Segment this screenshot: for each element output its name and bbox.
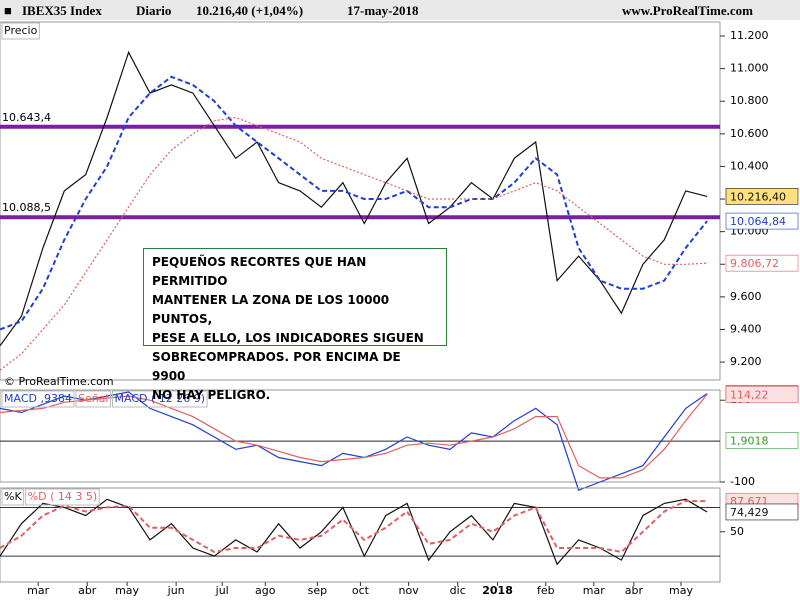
x-tick-label: abr	[78, 584, 97, 597]
annotation-line: PESE A ELLO, LOS INDICADORES SIGUEN	[152, 331, 424, 345]
x-tick-label: dic	[450, 584, 466, 597]
legend-box	[1, 22, 40, 40]
y-tick-label: 50	[730, 525, 744, 538]
last-value-box	[725, 386, 799, 403]
last-value-box	[725, 188, 799, 205]
x-tick-label: jun	[167, 584, 185, 597]
y-tick-label: 11.000	[730, 62, 769, 75]
y-tick-label: 10.800	[730, 94, 769, 107]
panel-frame	[0, 389, 721, 483]
header: ■ IBEX35 Index Diario 10.216,40 (+1,04%)…	[0, 0, 800, 20]
quote: 10.216,40 (+1,04%)	[196, 3, 304, 18]
x-tick-label: may	[115, 584, 139, 597]
last-value-label: 10.064,84	[730, 215, 786, 228]
legend-entry: MACD ( 12 26 9)	[115, 392, 206, 405]
x-tick-label: feb	[537, 584, 555, 597]
legend-box	[1, 390, 75, 408]
series-line	[0, 50, 708, 347]
last-value-label: 1,9018	[730, 434, 769, 447]
x-tick-label: nov	[399, 584, 420, 597]
annotation-line: MANTENER LA ZONA DE LOS 10000 PUNTOS,	[152, 293, 390, 326]
legend-entry: %D ( 14 3 5)	[28, 490, 98, 503]
period: Diario	[136, 3, 172, 18]
legend-box	[112, 390, 208, 408]
date: 17-may-2018	[347, 3, 419, 18]
legend-entry: Precio	[4, 24, 38, 37]
y-tick-label: 9.400	[730, 322, 762, 335]
legend-entry: MACD ,9384	[4, 392, 72, 405]
x-tick-label: jul	[215, 584, 229, 597]
x-tick-label: may	[669, 584, 693, 597]
site[interactable]: www.ProRealTime.com	[622, 3, 753, 18]
legend-entry: %K	[4, 490, 22, 503]
level-label: 10.643,4	[2, 111, 51, 124]
x-tick-label: mar	[27, 584, 49, 597]
last-value-box	[725, 432, 799, 449]
x-tick-label: oct	[352, 584, 370, 597]
legend-box	[25, 488, 100, 506]
x-tick-label: sep	[308, 584, 327, 597]
annotation-line: PEQUEÑOS RECORTES QUE HAN PERMITIDO	[152, 255, 367, 288]
series-line	[0, 498, 708, 566]
x-tick-label: mar	[583, 584, 605, 597]
series-line	[0, 75, 708, 331]
legend-box	[75, 390, 111, 408]
legend-box	[1, 488, 25, 506]
last-value-box	[725, 254, 799, 272]
last-value-label: 10.216,40	[730, 190, 786, 203]
y-tick-label: 10.400	[730, 159, 769, 172]
last-value-label: 74,429	[730, 506, 769, 519]
title: IBEX35 Index	[22, 3, 102, 18]
copyright: © ProRealTime.com	[4, 375, 114, 388]
last-value-label: 9.806,72	[730, 257, 779, 270]
series-line	[0, 116, 708, 371]
y-tick-label: 10.600	[730, 127, 769, 140]
square: ■	[4, 3, 12, 18]
y-tick-label: 9.600	[730, 290, 762, 303]
x-tick-label: 2018	[482, 584, 513, 597]
y-tick-label: 11.200	[730, 29, 769, 42]
annotation-line: SOBRECOMPRADOS. POR ENCIMA DE 9900	[152, 350, 401, 383]
last-value-box	[725, 212, 799, 230]
panel-frame	[0, 21, 721, 381]
series-line	[0, 394, 708, 479]
series-line	[0, 391, 708, 491]
annotation-line: NO HAY PELIGRO.	[152, 388, 271, 402]
y-tick-label: -100	[730, 475, 755, 488]
annotation: PEQUEÑOS RECORTES QUE HAN PERMITIDO MANTE…	[143, 248, 447, 402]
series-line	[0, 499, 708, 554]
last-value-box	[725, 503, 799, 521]
legend-entry: Señal	[78, 392, 109, 405]
x-tick-label: abr	[625, 584, 644, 597]
level-label: 10.088,5	[2, 201, 51, 214]
x-tick-label: ago	[255, 584, 276, 597]
last-value-label: 114,22	[730, 388, 769, 401]
y-tick-label: 9.200	[730, 355, 762, 368]
